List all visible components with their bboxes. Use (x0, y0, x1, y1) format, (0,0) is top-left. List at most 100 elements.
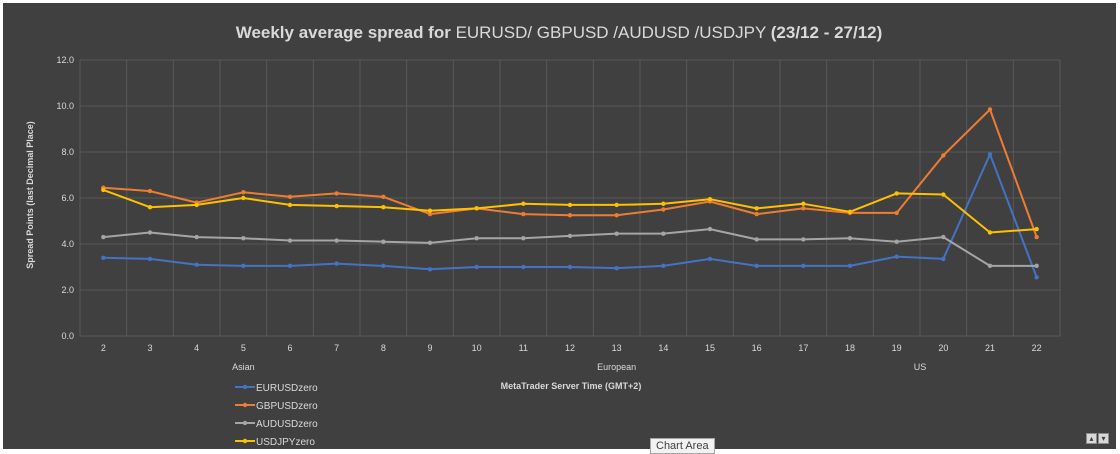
data-point[interactable] (614, 265, 619, 271)
data-point[interactable] (941, 153, 946, 158)
data-point[interactable] (521, 236, 526, 241)
data-point[interactable] (381, 239, 386, 244)
data-point[interactable] (1034, 234, 1039, 240)
data-point[interactable] (987, 230, 993, 235)
series-eurusdzero (101, 152, 1039, 280)
data-point[interactable] (987, 263, 993, 269)
data-point[interactable] (567, 213, 573, 218)
data-point[interactable] (754, 211, 759, 217)
series-usdjpyzero (101, 187, 1039, 235)
data-point[interactable] (941, 256, 946, 262)
x-tick-label: 13 (612, 343, 622, 353)
data-point[interactable] (661, 263, 666, 269)
data-point[interactable] (287, 238, 293, 243)
legend-item[interactable]: AUDUSDzero (235, 419, 318, 430)
data-point[interactable] (801, 237, 806, 242)
data-point[interactable] (801, 263, 806, 269)
scroll-up-button[interactable]: ▴ (1086, 433, 1097, 444)
data-point[interactable] (427, 208, 433, 213)
data-point[interactable] (754, 206, 759, 211)
data-point[interactable] (707, 196, 713, 202)
x-tick-label: 9 (427, 343, 432, 353)
data-point[interactable] (101, 187, 106, 193)
data-point[interactable] (194, 202, 199, 208)
data-point[interactable] (1034, 263, 1039, 269)
data-point[interactable] (381, 205, 386, 210)
data-point[interactable] (847, 236, 853, 241)
data-point[interactable] (801, 206, 806, 211)
data-point[interactable] (194, 234, 199, 240)
chart-area[interactable]: Weekly average spread for EURUSD/ GBPUSD… (3, 3, 1116, 449)
data-point[interactable] (287, 194, 293, 200)
x-axis-ticks: 2 3 4 5 6 7 8 9 10 11 12 13 14 15 16 17 18 19 20 21 22 (101, 343, 1042, 353)
data-point[interactable] (661, 201, 666, 206)
legend-marker (242, 420, 248, 426)
data-point[interactable] (941, 192, 946, 197)
data-point[interactable] (661, 231, 666, 236)
data-point[interactable] (101, 234, 106, 240)
data-point[interactable] (894, 210, 899, 216)
data-point[interactable] (567, 233, 573, 239)
data-point[interactable] (754, 263, 759, 269)
data-point[interactable] (147, 256, 153, 262)
data-point[interactable] (241, 236, 246, 241)
data-point[interactable] (894, 191, 899, 196)
data-point[interactable] (427, 240, 433, 246)
data-point[interactable] (381, 263, 386, 269)
data-point[interactable] (147, 230, 153, 235)
data-point[interactable] (147, 205, 153, 210)
data-point[interactable] (334, 261, 339, 266)
data-point[interactable] (987, 107, 993, 112)
data-point[interactable] (334, 238, 339, 243)
data-point[interactable] (707, 256, 713, 262)
data-point[interactable] (241, 190, 246, 195)
data-point[interactable] (241, 195, 246, 201)
session-label: US (914, 362, 927, 372)
legend-marker (242, 384, 248, 390)
data-point[interactable] (147, 188, 153, 194)
x-axis-title: MetaTrader Server Time (GMT+2) (501, 381, 642, 391)
data-point[interactable] (334, 191, 339, 196)
data-point[interactable] (894, 254, 899, 259)
data-point[interactable] (754, 237, 759, 242)
legend-item[interactable]: USDJPYzero (235, 437, 315, 448)
data-point[interactable] (614, 202, 619, 208)
scroll-down-button[interactable]: ▾ (1098, 433, 1109, 444)
legend-item[interactable]: EURUSDzero (235, 383, 318, 394)
data-point[interactable] (567, 202, 573, 208)
data-point[interactable] (614, 231, 619, 236)
data-point[interactable] (427, 267, 433, 272)
data-point[interactable] (567, 264, 573, 270)
data-point[interactable] (521, 264, 526, 270)
data-point[interactable] (847, 263, 853, 269)
data-point[interactable] (287, 263, 293, 269)
data-point[interactable] (427, 211, 433, 217)
data-point[interactable] (801, 201, 806, 206)
x-tick-label: 6 (287, 343, 292, 353)
data-point[interactable] (521, 201, 526, 206)
data-point[interactable] (847, 209, 853, 214)
data-point[interactable] (474, 206, 479, 211)
data-point[interactable] (334, 203, 339, 209)
x-tick-label: 16 (752, 343, 762, 353)
data-point[interactable] (474, 236, 479, 241)
data-point[interactable] (521, 211, 526, 217)
data-point[interactable] (194, 262, 199, 267)
chart-title-part: (23/12 - 27/12) (771, 23, 883, 42)
data-point[interactable] (707, 226, 713, 232)
series-line (103, 108, 1038, 238)
x-tick-label: 7 (334, 343, 339, 353)
data-point[interactable] (287, 202, 293, 208)
data-point[interactable] (474, 264, 479, 270)
data-point[interactable] (614, 213, 619, 218)
data-point[interactable] (894, 239, 899, 244)
data-point[interactable] (661, 207, 666, 212)
data-point[interactable] (1034, 275, 1039, 280)
data-point[interactable] (941, 234, 946, 240)
data-point[interactable] (1034, 226, 1039, 232)
data-point[interactable] (101, 255, 106, 260)
legend-item[interactable]: GBPUSDzero (235, 401, 318, 412)
data-point[interactable] (381, 194, 386, 200)
data-point[interactable] (241, 263, 246, 269)
data-point[interactable] (987, 152, 993, 157)
